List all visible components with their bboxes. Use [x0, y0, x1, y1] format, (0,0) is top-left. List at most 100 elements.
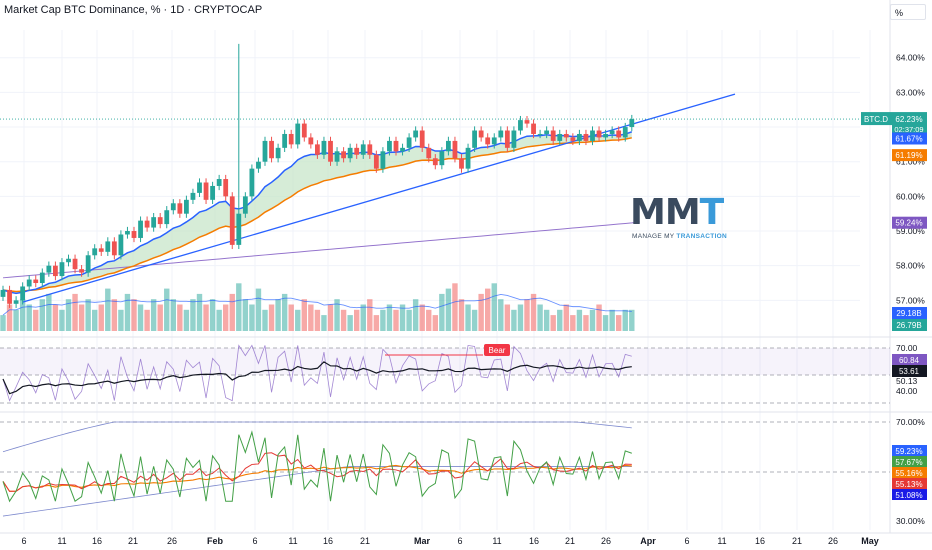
- candle-body: [85, 255, 91, 273]
- rsi-value-tag-bg: [892, 354, 927, 366]
- volume-bar: [131, 299, 137, 331]
- volume-bar: [576, 309, 583, 331]
- osc-orange-line: [2, 464, 632, 492]
- volume-bar: [196, 293, 203, 331]
- candle-body: [367, 144, 373, 155]
- value-tag-bg: [892, 132, 927, 145]
- candle-body: [504, 130, 510, 148]
- volume-bar: [399, 304, 406, 331]
- value-tag: 59.24%: [895, 219, 922, 228]
- time-tick-label: 11: [57, 536, 66, 546]
- price-tick-label: 59.00%: [896, 226, 925, 236]
- rsi-value-tag-bg: [892, 365, 927, 377]
- candle-body: [164, 210, 170, 225]
- candle-body: [485, 137, 491, 145]
- time-tick-label: 16: [92, 536, 102, 546]
- candle-body: [203, 182, 209, 200]
- value-tag-bg: [892, 307, 927, 319]
- candle-body: [26, 279, 32, 287]
- volume-bar: [98, 304, 104, 331]
- candle-body: [360, 144, 366, 155]
- candle-body: [334, 151, 340, 162]
- candle-body: [131, 231, 137, 238]
- candle-body: [229, 196, 235, 245]
- candle-body: [242, 196, 248, 214]
- candle-body: [629, 119, 635, 128]
- bear-label-bg: [484, 344, 510, 356]
- osc-green-line: [2, 430, 632, 503]
- candle-body: [79, 269, 84, 273]
- time-tick-label: Mar: [414, 536, 431, 546]
- candle-body: [439, 151, 445, 166]
- volume-bar: [465, 304, 471, 331]
- candle-body: [177, 203, 183, 214]
- candle-body: [321, 140, 327, 155]
- price-tick-label: 64.00%: [896, 53, 925, 63]
- value-tag-bg: [892, 319, 927, 331]
- volume-bar: [65, 299, 72, 331]
- volume-bar: [105, 288, 111, 331]
- osc-value-tag-bg: [892, 445, 927, 456]
- candle-body: [518, 120, 523, 131]
- time-tick-label: 16: [755, 536, 765, 546]
- time-tick-label: 26: [828, 536, 838, 546]
- volume-bar: [485, 288, 491, 331]
- candle-body: [39, 272, 45, 284]
- volume-bar: [458, 299, 465, 331]
- candle-body: [190, 192, 196, 200]
- osc-value-tag-bg: [892, 456, 927, 467]
- volume-bar: [170, 299, 176, 331]
- candle-body: [472, 130, 477, 148]
- volume-bar: [78, 304, 85, 331]
- rsi-tick-label: 40.00: [896, 386, 918, 396]
- rsi-tick-label: 70.00: [896, 343, 918, 353]
- candle-body: [413, 130, 419, 138]
- volume-bar: [380, 309, 386, 331]
- trendline: [22, 93, 736, 303]
- price-tick-label: 60.00%: [896, 191, 925, 201]
- candle-body: [111, 241, 117, 256]
- rsi-band: [0, 348, 890, 375]
- volume-bar: [164, 288, 170, 331]
- volume-bar: [216, 309, 222, 331]
- volume-bar: [327, 304, 334, 331]
- osc-value-tag: 55.16%: [895, 469, 922, 478]
- volume-bar: [190, 299, 196, 331]
- last-price-name: BTC.D: [864, 115, 888, 124]
- volume-bar: [236, 283, 242, 331]
- volume-bar: [478, 293, 484, 331]
- candle-body: [138, 220, 143, 238]
- candle-body: [236, 213, 242, 245]
- osc-value-tag: 51.08%: [895, 491, 922, 500]
- candle-body: [570, 137, 576, 141]
- volume-bar: [563, 304, 569, 331]
- osc-value-tag-bg: [892, 478, 927, 489]
- candle-body: [210, 185, 215, 200]
- volume-bar: [39, 299, 45, 331]
- time-tick-label: 11: [288, 536, 297, 546]
- candle-body: [622, 127, 628, 138]
- last-price-name-bg: [861, 112, 892, 126]
- candle-body: [478, 130, 484, 138]
- ema-cloud: [3, 131, 632, 294]
- volume-bar: [452, 283, 458, 331]
- volume-bar: [46, 293, 52, 331]
- volume-bar: [92, 309, 98, 331]
- candle-body: [373, 154, 379, 169]
- candle-body: [197, 182, 202, 193]
- rsi-value-tag: 60.84: [899, 356, 920, 365]
- candle-body: [432, 158, 438, 166]
- volume-bar: [354, 309, 360, 331]
- volume-bar: [33, 309, 39, 331]
- volume-bar: [419, 304, 425, 331]
- candle-body: [393, 140, 399, 152]
- candle-body: [544, 130, 550, 134]
- volume-bar: [622, 309, 628, 331]
- watermark-logo: MMT MANAGE MY TRANSACTION: [630, 192, 728, 241]
- bear-label: Bear: [489, 346, 506, 355]
- time-tick-label: Apr: [640, 536, 656, 546]
- time-tick-label: 6: [684, 536, 689, 546]
- rsi-value-tag: 53.61: [899, 367, 920, 376]
- candle-body: [46, 265, 52, 273]
